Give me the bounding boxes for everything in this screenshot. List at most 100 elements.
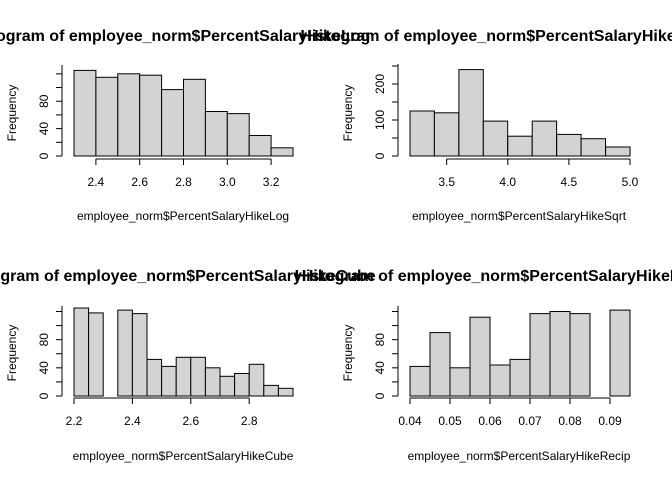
x-tick-label: 3.0 bbox=[219, 175, 236, 189]
axes: 0.04 0.05 0.06 0.07 0.08 0.09 0 40 80 bbox=[373, 306, 622, 428]
histogram-panel-recip: Histogram of employee_norm$PercentSalary… bbox=[295, 268, 672, 463]
y-tick-label: 0 bbox=[373, 152, 387, 159]
histogram-bar bbox=[161, 365, 177, 397]
histogram-bar bbox=[161, 89, 185, 157]
histogram-bar bbox=[146, 358, 163, 397]
histogram-bar bbox=[73, 307, 90, 397]
histogram-bar bbox=[609, 309, 631, 397]
histogram-bar bbox=[73, 69, 97, 157]
histogram-bar bbox=[88, 312, 104, 397]
histogram-bar bbox=[117, 309, 133, 397]
chart-title: Histogram of employee_norm$PercentSalary… bbox=[295, 268, 672, 285]
y-tick-label: 40 bbox=[37, 361, 51, 375]
x-tick-label: 4.0 bbox=[499, 175, 516, 189]
y-tick-label: 40 bbox=[373, 361, 387, 375]
histogram-bar bbox=[226, 113, 250, 157]
histogram-bar bbox=[433, 112, 460, 157]
histogram-bars bbox=[409, 69, 631, 157]
axes: 3.5 4.0 4.5 5.0 0 100 200 bbox=[373, 64, 639, 189]
y-tick-label: 80 bbox=[37, 94, 51, 108]
histogram-bar bbox=[409, 365, 431, 397]
x-tick-label: 2.2 bbox=[66, 414, 83, 428]
x-tick-label: 2.4 bbox=[124, 414, 141, 428]
x-axis-label: employee_norm$PercentSalaryHikeCube bbox=[73, 449, 294, 463]
y-tick-label: 0 bbox=[37, 152, 51, 159]
histogram-bar bbox=[190, 356, 206, 397]
histogram-bar bbox=[248, 363, 265, 397]
histogram-bar bbox=[95, 76, 119, 157]
histogram-bar bbox=[489, 364, 511, 397]
y-axis-label: Frequency bbox=[5, 85, 19, 142]
histogram-bars bbox=[409, 309, 631, 397]
histogram-bar bbox=[270, 147, 294, 157]
x-tick-label: 3.5 bbox=[438, 175, 455, 189]
x-tick-label: 5.0 bbox=[622, 175, 639, 189]
y-tick-label: 0 bbox=[373, 392, 387, 399]
y-axis-label: Frequency bbox=[341, 85, 355, 142]
histogram-bar bbox=[549, 311, 571, 397]
histogram-bar bbox=[529, 313, 551, 397]
histogram-bar bbox=[509, 358, 531, 397]
histogram-bar bbox=[556, 133, 582, 157]
x-tick-label: 3.2 bbox=[263, 175, 280, 189]
axes: 2.2 2.4 2.6 2.8 0 40 80 bbox=[37, 306, 258, 428]
histogram-bar bbox=[117, 73, 141, 157]
histogram-bar bbox=[277, 387, 294, 397]
histogram-bars bbox=[73, 69, 294, 157]
x-tick-label: 0.05 bbox=[438, 414, 462, 428]
histogram-bar bbox=[263, 384, 279, 397]
histogram-bar bbox=[458, 69, 484, 157]
histogram-panel-log: Histogram of employee_norm$PercentSalary… bbox=[0, 28, 370, 223]
histogram-bar bbox=[234, 373, 250, 397]
histogram-bar bbox=[507, 135, 533, 157]
y-tick-label: 0 bbox=[37, 392, 51, 399]
histogram-bar bbox=[219, 375, 236, 397]
x-axis-label: employee_norm$PercentSalaryHikeLog bbox=[77, 209, 289, 223]
histogram-bar bbox=[175, 356, 192, 397]
x-tick-label: 0.06 bbox=[478, 414, 502, 428]
chart-title: Histogram of employee_norm$PercentSalary… bbox=[0, 28, 370, 45]
y-axis-label: Frequency bbox=[5, 325, 19, 382]
histogram-panel-cube: Histogram of employee_norm$PercentSalary… bbox=[0, 268, 376, 463]
histogram-bar bbox=[469, 316, 491, 397]
histogram-bar bbox=[580, 138, 606, 157]
y-axis-label: Frequency bbox=[341, 325, 355, 382]
histogram-bar bbox=[139, 74, 163, 157]
histogram-bar bbox=[605, 146, 631, 157]
x-tick-label: 2.4 bbox=[88, 175, 105, 189]
histogram-bar bbox=[482, 120, 509, 157]
x-tick-label: 2.8 bbox=[175, 175, 192, 189]
y-tick-label: 100 bbox=[373, 110, 387, 130]
x-tick-label: 4.5 bbox=[561, 175, 578, 189]
y-tick-label: 80 bbox=[37, 333, 51, 347]
x-tick-label: 2.6 bbox=[131, 175, 148, 189]
histogram-bar bbox=[131, 313, 148, 397]
x-axis-label: employee_norm$PercentSalaryHikeRecip bbox=[408, 449, 631, 463]
x-tick-label: 0.09 bbox=[598, 414, 622, 428]
x-tick-label: 0.08 bbox=[558, 414, 582, 428]
histogram-bar bbox=[449, 367, 471, 397]
histogram-bar bbox=[429, 332, 451, 397]
chart-title: Histogram of employee_norm$PercentSalary… bbox=[300, 28, 672, 45]
chart-title: Histogram of employee_norm$PercentSalary… bbox=[0, 268, 376, 285]
histogram-bar bbox=[183, 78, 206, 157]
histogram-bar bbox=[248, 135, 272, 157]
histogram-panel-sqrt: Histogram of employee_norm$PercentSalary… bbox=[300, 28, 672, 223]
histogram-bar bbox=[531, 120, 558, 157]
histogram-bar bbox=[204, 111, 228, 157]
x-tick-label: 0.04 bbox=[398, 414, 422, 428]
histogram-bar bbox=[204, 367, 221, 397]
x-axis-label: employee_norm$PercentSalaryHikeSqrt bbox=[412, 209, 627, 223]
histogram-bar bbox=[569, 313, 591, 397]
histogram-bar bbox=[409, 110, 435, 157]
x-tick-label: 0.07 bbox=[518, 414, 542, 428]
axes: 2.4 2.6 2.8 3.0 3.2 0 40 80 bbox=[37, 65, 280, 189]
y-tick-label: 80 bbox=[373, 333, 387, 347]
x-tick-label: 2.8 bbox=[241, 414, 258, 428]
y-tick-label: 200 bbox=[373, 74, 387, 94]
x-tick-label: 2.6 bbox=[182, 414, 199, 428]
histogram-bars bbox=[73, 307, 294, 397]
y-tick-label: 40 bbox=[37, 122, 51, 136]
